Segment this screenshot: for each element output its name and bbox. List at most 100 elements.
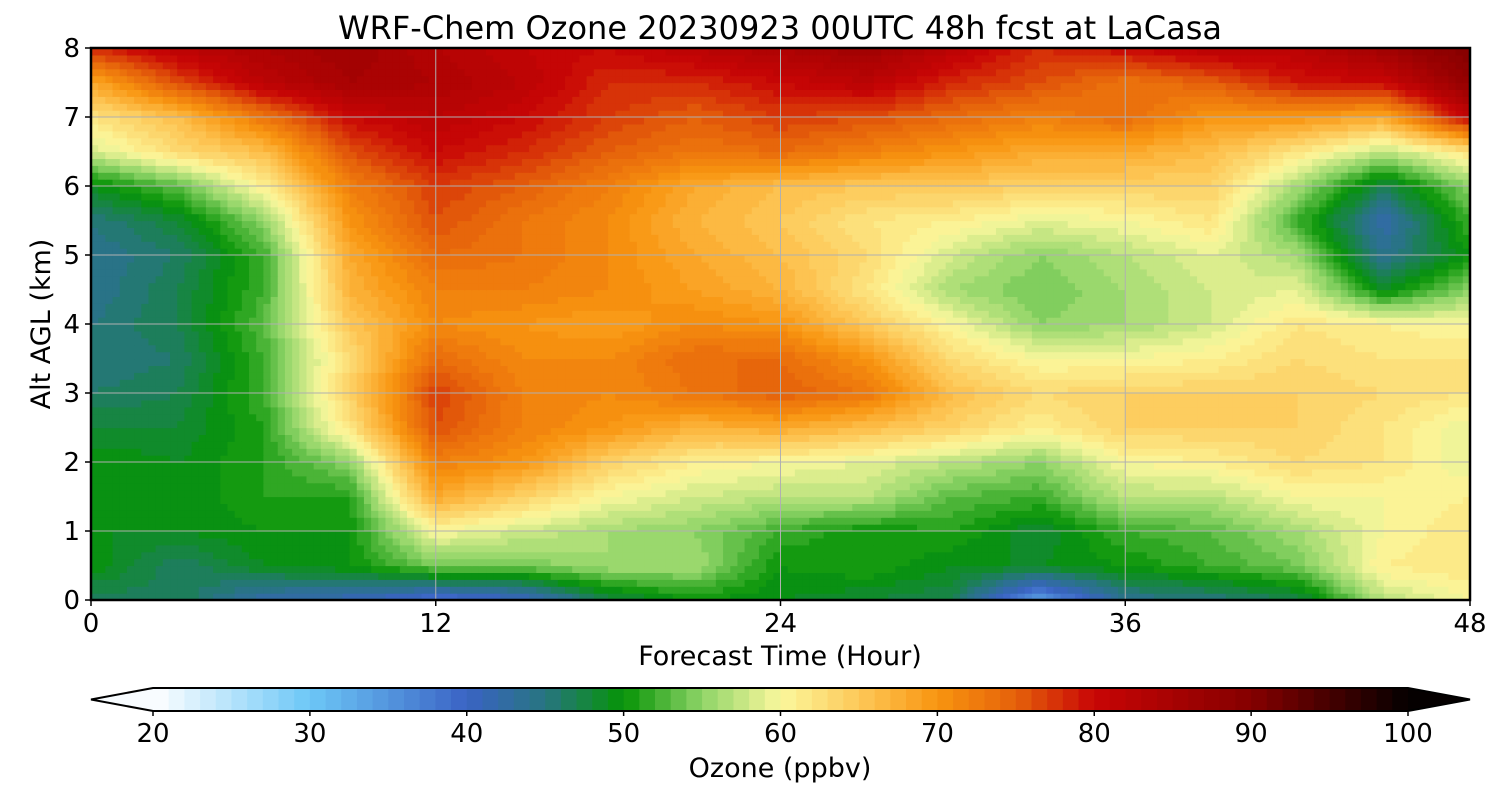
heatmap-cell: [823, 475, 832, 484]
heatmap-cell: [478, 510, 487, 518]
heatmap-cell: [1434, 510, 1442, 518]
heatmap-cell: [866, 462, 875, 470]
heatmap-cell: [392, 489, 401, 498]
heatmap-cell: [967, 579, 976, 587]
heatmap-cell: [909, 544, 918, 553]
heatmap-cell: [988, 510, 997, 518]
heatmap-cell: [392, 427, 401, 435]
heatmap-cell: [1405, 462, 1414, 470]
heatmap-cell: [1311, 496, 1320, 504]
heatmap-cell: [371, 468, 379, 477]
heatmap-cell: [1426, 593, 1435, 601]
heatmap-cell: [572, 572, 580, 580]
heatmap-cell: [665, 468, 674, 477]
heatmap-cell: [658, 544, 667, 553]
heatmap-cell: [1455, 524, 1464, 532]
heatmap-cell: [1146, 537, 1155, 546]
heatmap-cell: [1053, 434, 1062, 442]
heatmap-cell: [356, 441, 365, 449]
heatmap-cell: [1067, 482, 1076, 491]
heatmap-cell: [428, 496, 437, 504]
heatmap-cell: [1039, 489, 1047, 498]
heatmap-cell: [787, 441, 796, 449]
heatmap-cell: [751, 448, 760, 456]
heatmap-cell: [1426, 482, 1435, 491]
heatmap-cell: [895, 593, 904, 601]
heatmap-cell: [1175, 475, 1184, 484]
heatmap-cell: [435, 434, 444, 442]
heatmap-cell: [1132, 482, 1141, 491]
heatmap-cell: [1153, 537, 1162, 546]
heatmap-cell: [1161, 586, 1169, 594]
heatmap-cell: [708, 420, 717, 429]
heatmap-cell: [292, 489, 300, 498]
heatmap-cell: [1326, 551, 1335, 560]
heatmap-cell: [565, 427, 573, 435]
heatmap-cell: [945, 489, 954, 498]
heatmap-cell: [414, 455, 422, 463]
heatmap-cell: [112, 517, 121, 525]
heatmap-cell: [198, 544, 207, 553]
heatmap-cell: [902, 593, 911, 601]
heatmap-cell: [852, 503, 861, 511]
heatmap-cell: [464, 455, 473, 463]
heatmap-cell: [572, 551, 580, 560]
heatmap-cell: [974, 531, 983, 539]
heatmap-cell: [565, 448, 573, 456]
heatmap-cell: [608, 462, 616, 470]
heatmap-cell: [845, 544, 853, 553]
heatmap-cell: [1074, 455, 1083, 463]
heatmap-cell: [572, 531, 580, 539]
heatmap-cell: [1003, 434, 1011, 442]
heatmap-cell: [1067, 489, 1076, 498]
heatmap-cell: [306, 531, 315, 539]
heatmap-cell: [306, 551, 315, 560]
heatmap-cell: [1110, 544, 1119, 553]
heatmap-cell: [715, 434, 724, 442]
heatmap-cell: [1376, 531, 1385, 539]
heatmap-cell: [615, 503, 624, 511]
heatmap-cell: [593, 517, 602, 525]
heatmap-cell: [687, 537, 695, 546]
heatmap-cell: [1376, 558, 1385, 567]
heatmap-cell: [845, 434, 853, 442]
heatmap-cell: [277, 524, 286, 532]
heatmap-cell: [234, 455, 243, 463]
heatmap-cell: [493, 503, 501, 511]
heatmap-cell: [1311, 544, 1320, 553]
heatmap-cell: [802, 455, 810, 463]
heatmap-cell: [1362, 462, 1371, 470]
heatmap-cell: [213, 579, 221, 587]
heatmap-cell: [198, 593, 207, 601]
heatmap-cell: [450, 510, 458, 518]
heatmap-cell: [442, 482, 451, 491]
heatmap-cell: [1347, 468, 1356, 477]
heatmap-cell: [967, 448, 976, 456]
heatmap-cell: [974, 510, 983, 518]
heatmap-cell: [988, 517, 997, 525]
heatmap-cell: [162, 441, 171, 449]
heatmap-cell: [694, 441, 703, 449]
heatmap-cell: [895, 558, 904, 567]
heatmap-cell: [328, 524, 336, 532]
heatmap-cell: [1161, 551, 1169, 560]
heatmap-cell: [1326, 441, 1335, 449]
heatmap-cell: [320, 503, 329, 511]
heatmap-cell: [644, 496, 652, 504]
heatmap-cell: [766, 579, 774, 587]
heatmap-cell: [378, 462, 387, 470]
heatmap-cell: [1161, 448, 1169, 456]
heatmap-cell: [823, 572, 832, 580]
heatmap-cell: [830, 489, 839, 498]
heatmap-cell: [723, 565, 731, 573]
heatmap-cell: [191, 503, 200, 511]
heatmap-cell: [356, 489, 365, 498]
heatmap-cell: [378, 455, 387, 463]
heatmap-cell: [902, 544, 911, 553]
heatmap-cell: [751, 489, 760, 498]
heatmap-cell: [1103, 434, 1112, 442]
heatmap-cell: [1175, 593, 1184, 601]
heatmap-cell: [1347, 420, 1356, 429]
heatmap-cell: [155, 420, 164, 429]
heatmap-cell: [399, 441, 408, 449]
